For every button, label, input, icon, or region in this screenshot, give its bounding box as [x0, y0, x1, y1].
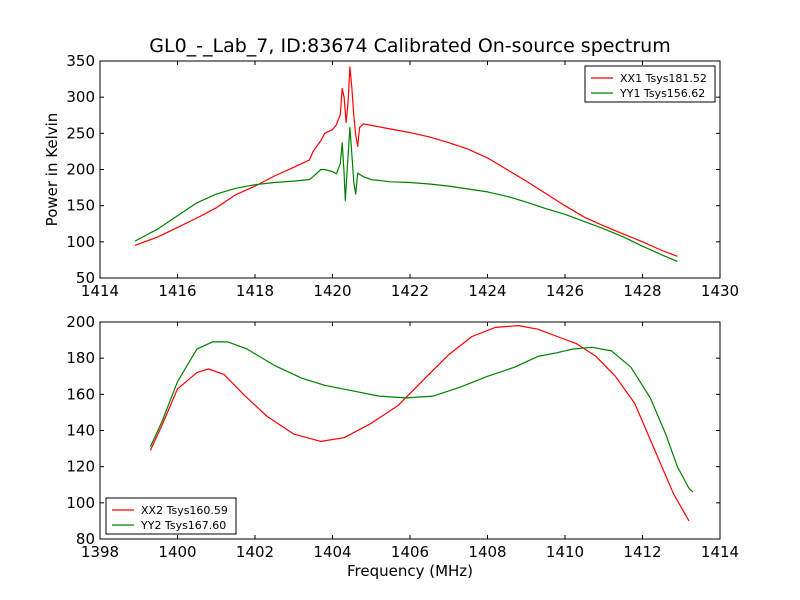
- y-tick-label: 100: [66, 233, 95, 251]
- series-line-xx2: [149, 325, 690, 522]
- x-tick-label: 1414: [81, 282, 119, 300]
- x-tick-label: 1408: [468, 543, 506, 561]
- x-tick-label: 1430: [701, 282, 739, 300]
- x-tick-label: 1426: [546, 282, 584, 300]
- y-tick-label: 180: [66, 349, 95, 367]
- series-line-xx1: [134, 66, 678, 257]
- panel-bottom: 1398 1400 1402 1404 1406 1408 1410 1412 1414 80 10…: [66, 313, 739, 580]
- x-tick-label: 1406: [391, 543, 429, 561]
- figure-title: GL0_-_Lab_7, ID:83674 Calibrated On-sour…: [149, 35, 670, 57]
- legend: XX2 Tsys160.59 YY2 Tsys167.60: [105, 497, 237, 535]
- y-axis-label: Power in Kelvin: [43, 113, 61, 227]
- y-tick-label: 200: [66, 313, 95, 331]
- x-tick-label: 1412: [623, 543, 661, 561]
- legend-label: YY2 Tsys167.60: [140, 519, 226, 532]
- y-tick-label: 200: [66, 161, 95, 179]
- series-line-yy2: [149, 341, 694, 493]
- y-tick-label: 300: [66, 88, 95, 106]
- x-tick-label: 1402: [236, 543, 274, 561]
- legend-box: [105, 497, 237, 535]
- x-tick-label: 1418: [236, 282, 274, 300]
- series-line-yy1: [134, 126, 678, 262]
- x-tick-label: 1428: [623, 282, 661, 300]
- x-tick-label: 1422: [391, 282, 429, 300]
- y-tick-label: 140: [66, 422, 95, 440]
- x-tick-label: 1404: [313, 543, 351, 561]
- x-tick-label: 1398: [81, 543, 119, 561]
- legend-label: YY1 Tsys156.62: [619, 87, 705, 100]
- y-tick-label: 350: [66, 52, 95, 70]
- panel-top: 1414 1416 1418 1420 1422 1424 1426 1428 1430 50 10…: [43, 52, 739, 300]
- y-tick-label: 120: [66, 458, 95, 476]
- x-tick-label: 1414: [701, 543, 739, 561]
- y-tick-label: 250: [66, 124, 95, 142]
- x-tick-label: 1424: [468, 282, 506, 300]
- legend-label: XX2 Tsys160.59: [141, 504, 228, 517]
- y-tick-label: 150: [66, 197, 95, 215]
- legend-label: XX1 Tsys181.52: [620, 72, 707, 85]
- x-tick-label: 1410: [546, 543, 584, 561]
- legend: XX1 Tsys181.52 YY1 Tsys156.62: [584, 65, 716, 103]
- y-tick-label: 100: [66, 494, 95, 512]
- y-tick-label: 160: [66, 385, 95, 403]
- y-tick-label: 80: [76, 530, 95, 548]
- legend-box: [584, 65, 716, 103]
- x-axis-label: Frequency (MHz): [347, 562, 473, 580]
- x-tick-label: 1416: [158, 282, 196, 300]
- y-tick-label: 50: [76, 269, 95, 287]
- x-tick-label: 1420: [313, 282, 351, 300]
- x-tick-label: 1400: [158, 543, 196, 561]
